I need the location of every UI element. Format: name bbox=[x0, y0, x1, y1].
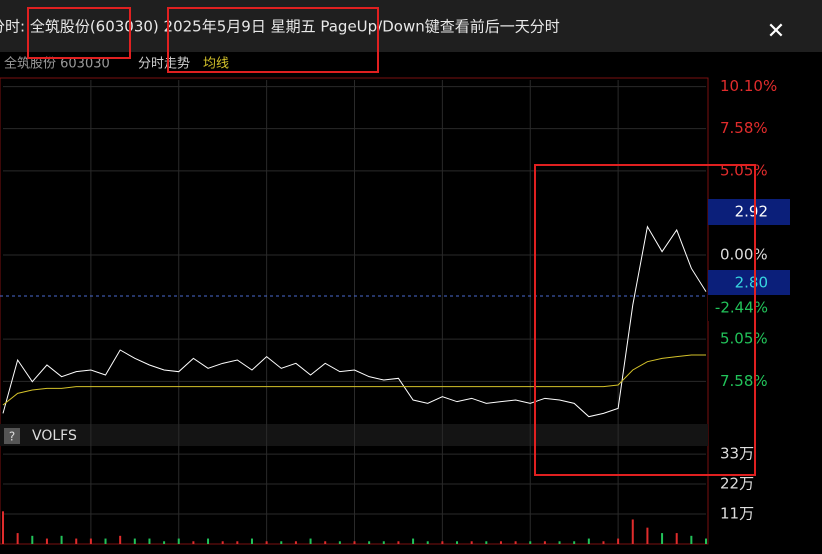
volume-bar bbox=[631, 519, 634, 544]
volume-bar bbox=[499, 541, 502, 544]
volume-bar bbox=[661, 533, 664, 544]
volume-bar bbox=[412, 538, 415, 544]
volume-bar bbox=[250, 538, 253, 544]
volume-bar bbox=[690, 535, 693, 544]
volume-bar bbox=[148, 538, 151, 544]
volume-bar bbox=[221, 541, 224, 544]
volume-bar bbox=[646, 527, 649, 544]
volume-bar bbox=[104, 538, 107, 544]
help-icon[interactable] bbox=[4, 428, 20, 444]
volume-bar bbox=[514, 541, 517, 544]
close-button[interactable]: ✕ bbox=[767, 19, 785, 44]
volume-bar bbox=[280, 541, 283, 544]
volume-bar bbox=[192, 541, 195, 544]
volume-bar bbox=[309, 538, 312, 544]
y-tick-label: 0.00% bbox=[720, 246, 768, 264]
highlight-box bbox=[534, 164, 756, 476]
avg-tab[interactable]: 均线 bbox=[203, 57, 229, 72]
stock-name: 全筑股份 603030 bbox=[4, 56, 110, 72]
volume-bar bbox=[426, 541, 429, 544]
price-tag-box bbox=[708, 199, 790, 225]
price-tag-box bbox=[708, 295, 790, 321]
highlight-box bbox=[27, 7, 131, 59]
volume-bar bbox=[338, 541, 341, 544]
volume-bar bbox=[705, 538, 707, 544]
series-line bbox=[2, 225, 707, 418]
volume-bar bbox=[397, 541, 400, 544]
volume-bar bbox=[119, 535, 122, 544]
price-tag-box bbox=[708, 270, 790, 296]
help-text: ? bbox=[9, 430, 15, 444]
mode-tab[interactable]: 分时走势 bbox=[138, 56, 190, 72]
highlight-box bbox=[167, 7, 379, 73]
volume-bar bbox=[324, 541, 327, 544]
series-line bbox=[2, 354, 706, 406]
volume-bar bbox=[543, 541, 546, 544]
volume-bar bbox=[558, 541, 561, 544]
volume-tick-label: 11万 bbox=[720, 505, 754, 523]
volume-bar bbox=[675, 533, 678, 544]
volume-bar bbox=[382, 541, 385, 544]
volume-bar bbox=[573, 541, 576, 544]
volume-bar bbox=[177, 538, 180, 544]
volume-bar bbox=[485, 541, 488, 544]
volume-bar bbox=[133, 538, 136, 544]
volume-bar bbox=[75, 538, 78, 544]
volume-bar bbox=[441, 541, 444, 544]
title-bar bbox=[0, 0, 822, 52]
y-tick-label: 10.10% bbox=[720, 77, 777, 95]
volume-bar bbox=[617, 538, 620, 544]
volume-bar bbox=[602, 541, 605, 544]
volume-bar bbox=[456, 541, 459, 544]
volume-bar bbox=[89, 538, 92, 544]
volume-bar bbox=[587, 538, 590, 544]
volume-label: VOLFS bbox=[32, 428, 77, 444]
volume-bar bbox=[2, 511, 4, 544]
volume-bar bbox=[368, 541, 371, 544]
window-title: 分时: 全筑股份(603030) 2025年5月9日 星期五 PageUp/Do… bbox=[0, 18, 560, 36]
volume-bar bbox=[236, 541, 239, 544]
volume-bar bbox=[294, 541, 297, 544]
volume-bar bbox=[529, 541, 532, 544]
y-tick-label: 5.05% bbox=[720, 330, 768, 348]
volume-bar bbox=[45, 538, 48, 544]
volume-bar bbox=[470, 541, 473, 544]
y-tick-label: 7.58% bbox=[720, 119, 768, 137]
volume-bar bbox=[353, 541, 356, 544]
y-tick-label: 7.58% bbox=[720, 372, 768, 390]
price-tag: 2.92 bbox=[735, 203, 768, 221]
volume-bar bbox=[265, 541, 268, 544]
price-tag: -2.44% bbox=[715, 299, 768, 317]
volume-bar bbox=[207, 538, 210, 544]
volume-bar bbox=[31, 535, 34, 544]
volume-bar bbox=[60, 535, 63, 544]
volume-tick-label: 33万 bbox=[720, 445, 754, 463]
volume-bar bbox=[163, 541, 166, 544]
price-tag: 2.80 bbox=[735, 274, 768, 292]
volume-tick-label: 22万 bbox=[720, 475, 754, 493]
volume-bar bbox=[16, 533, 19, 544]
